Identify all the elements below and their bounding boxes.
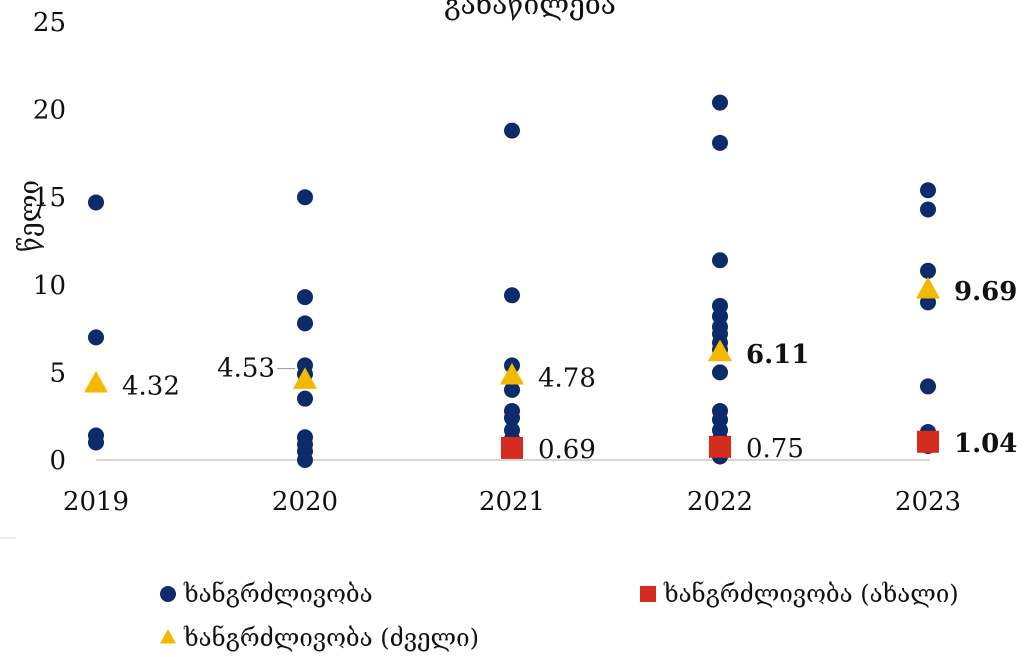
legend-swatch-square <box>640 586 656 602</box>
data-label: 4.53 <box>217 354 275 384</box>
y-axis-label: წელი <box>15 180 45 252</box>
data-point-triangle <box>84 370 108 393</box>
data-point <box>712 252 728 269</box>
data-point <box>920 201 936 218</box>
data-point-square <box>917 430 939 453</box>
chart-title: განაწილება <box>444 0 616 21</box>
data-point <box>504 381 520 398</box>
data-label: 0.69 <box>538 435 596 465</box>
data-point <box>504 122 520 139</box>
legend: ხანგრძლივობა ხანგრძლივობა (ახალი) ხანგრძლი… <box>160 580 959 652</box>
data-point <box>712 94 728 111</box>
data-point <box>297 189 313 206</box>
data-point <box>88 329 104 346</box>
data-point-triangle <box>500 362 524 385</box>
legend-swatch-circle <box>160 586 176 602</box>
x-tick-label: 2023 <box>895 487 961 517</box>
data-point <box>920 378 936 395</box>
y-tick-label: 10 <box>33 271 66 301</box>
data-point <box>297 390 313 407</box>
data-label: 6.11 <box>746 340 809 370</box>
data-labels: 0.69 0.75 1.04 4.32 4.53 4.78 6.11 9.69 <box>122 277 1017 465</box>
legend-swatch-triangle <box>160 629 176 644</box>
legend-label: ხანგრძლივობა <box>183 580 373 608</box>
data-point <box>504 287 520 304</box>
data-point <box>920 262 936 279</box>
x-axis-ticks: 2019 2020 2021 2022 2023 <box>63 487 961 517</box>
data-point-triangle <box>293 367 317 389</box>
legend-label: ხანგრძლივობა (ახალი) <box>663 580 959 608</box>
y-tick-label: 20 <box>33 96 66 126</box>
data-point-triangle <box>708 339 732 362</box>
data-label: 0.75 <box>746 434 804 464</box>
data-point <box>88 434 104 451</box>
data-point <box>297 315 313 332</box>
data-label: 9.69 <box>954 277 1017 307</box>
data-point <box>297 452 313 468</box>
y-tick-label: 15 <box>33 183 66 213</box>
y-tick-label: 5 <box>49 358 66 388</box>
series-duration-new-points <box>501 430 939 459</box>
x-tick-label: 2022 <box>687 487 753 517</box>
data-point <box>712 134 728 151</box>
data-label: 1.04 <box>954 429 1017 459</box>
y-tick-label: 0 <box>49 446 66 476</box>
x-tick-label: 2019 <box>63 487 129 517</box>
data-point <box>297 289 313 306</box>
data-label: 4.32 <box>122 371 180 401</box>
series-duration-old-points <box>84 276 940 393</box>
y-axis-ticks: 0 5 10 15 20 25 <box>33 8 66 476</box>
data-point <box>88 194 104 211</box>
data-point <box>504 409 520 426</box>
data-point-square <box>709 435 731 458</box>
data-point-triangle <box>916 276 940 299</box>
data-point-square <box>501 436 523 459</box>
data-point <box>712 364 728 381</box>
x-tick-label: 2021 <box>479 487 545 517</box>
series-duration-points <box>88 94 936 468</box>
legend-label: ხანგრძლივობა (ძველი) <box>183 624 479 652</box>
x-tick-label: 2020 <box>272 487 338 517</box>
y-tick-label: 25 <box>33 8 66 38</box>
data-point <box>920 182 936 199</box>
data-label: 4.78 <box>538 363 596 393</box>
